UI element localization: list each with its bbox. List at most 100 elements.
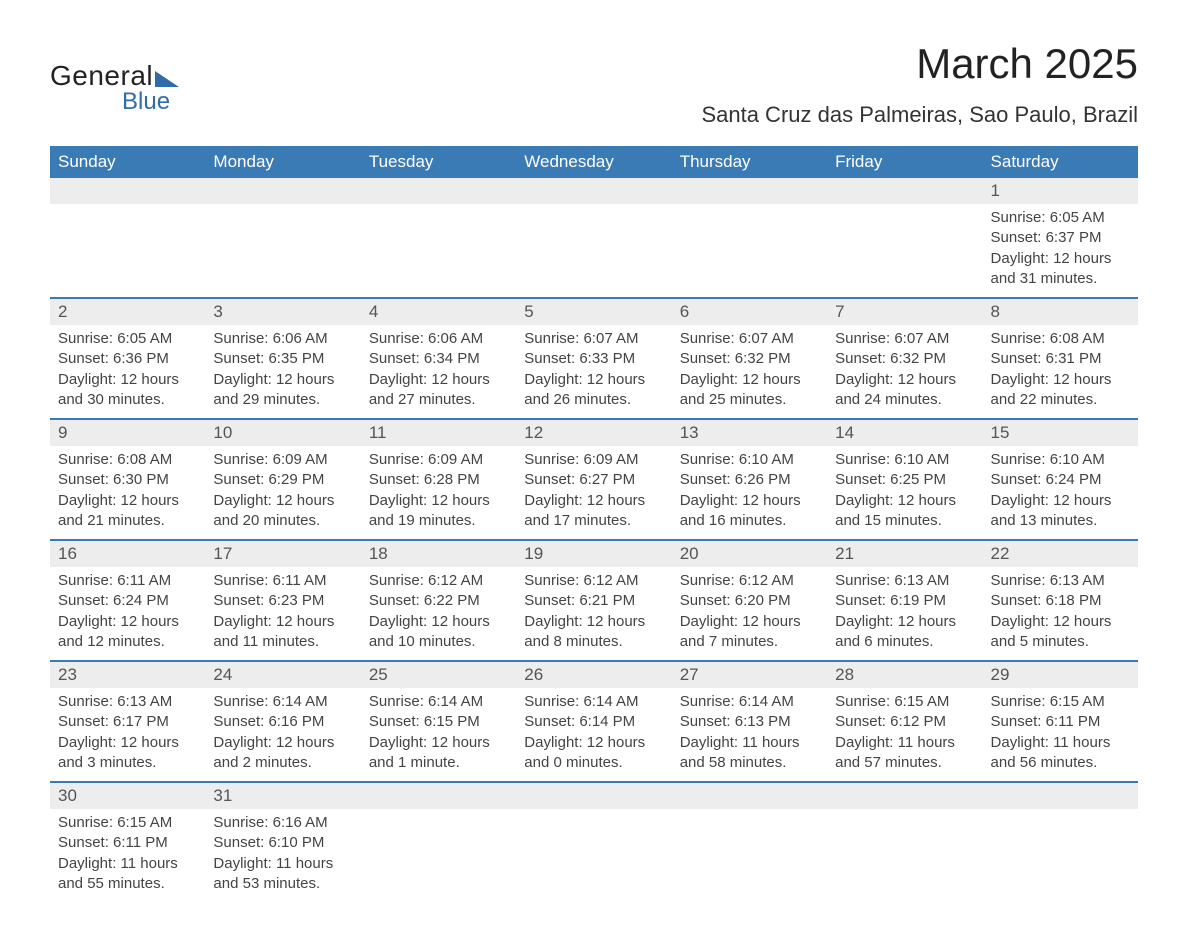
sunrise-label: Sunrise:: [58, 451, 113, 468]
sunrise-value: 6:09 AM: [273, 451, 328, 468]
sunset-value: 6:12 PM: [890, 713, 946, 730]
sunset-line: Sunset: 6:23 PM: [213, 591, 352, 611]
daylight-label: Daylight:: [369, 734, 427, 751]
sunrise-line: Sunrise: 6:16 AM: [213, 813, 352, 833]
sunset-value: 6:19 PM: [890, 592, 946, 609]
sunrise-value: 6:15 AM: [117, 814, 172, 831]
day-body: Sunrise: 6:14 AMSunset: 6:16 PMDaylight:…: [205, 688, 360, 781]
sunrise-label: Sunrise:: [213, 814, 268, 831]
sunset-label: Sunset:: [369, 350, 420, 367]
day-body: Sunrise: 6:12 AMSunset: 6:20 PMDaylight:…: [672, 567, 827, 660]
day-body: [672, 809, 827, 895]
day-number: [205, 178, 360, 204]
daylight-label: Daylight:: [213, 613, 271, 630]
sunset-line: Sunset: 6:27 PM: [524, 470, 663, 490]
sunset-value: 6:21 PM: [579, 592, 635, 609]
sunrise-label: Sunrise:: [213, 572, 268, 589]
day-body: Sunrise: 6:14 AMSunset: 6:13 PMDaylight:…: [672, 688, 827, 781]
day-body: Sunrise: 6:06 AMSunset: 6:35 PMDaylight:…: [205, 325, 360, 418]
sunrise-line: Sunrise: 6:09 AM: [369, 450, 508, 470]
daylight-line: Daylight: 12 hours and 20 minutes.: [213, 491, 352, 532]
sunset-line: Sunset: 6:10 PM: [213, 833, 352, 853]
day-body: Sunrise: 6:10 AMSunset: 6:26 PMDaylight:…: [672, 446, 827, 539]
calendar-day-cell: [827, 782, 982, 902]
day-body: Sunrise: 6:05 AMSunset: 6:36 PMDaylight:…: [50, 325, 205, 418]
daylight-label: Daylight:: [680, 613, 738, 630]
sunrise-label: Sunrise:: [58, 572, 113, 589]
sunrise-line: Sunrise: 6:14 AM: [213, 692, 352, 712]
sunset-line: Sunset: 6:36 PM: [58, 349, 197, 369]
calendar-day-cell: 24Sunrise: 6:14 AMSunset: 6:16 PMDayligh…: [205, 661, 360, 782]
sunrise-line: Sunrise: 6:09 AM: [213, 450, 352, 470]
sunset-value: 6:37 PM: [1046, 229, 1102, 246]
day-body: Sunrise: 6:11 AMSunset: 6:24 PMDaylight:…: [50, 567, 205, 660]
sunrise-line: Sunrise: 6:14 AM: [680, 692, 819, 712]
sunset-value: 6:20 PM: [735, 592, 791, 609]
daylight-line: Daylight: 12 hours and 26 minutes.: [524, 370, 663, 411]
sunset-label: Sunset:: [835, 592, 886, 609]
sunrise-label: Sunrise:: [58, 330, 113, 347]
calendar-day-cell: 9Sunrise: 6:08 AMSunset: 6:30 PMDaylight…: [50, 419, 205, 540]
daylight-line: Daylight: 12 hours and 1 minute.: [369, 733, 508, 774]
daylight-label: Daylight:: [369, 613, 427, 630]
daylight-line: Daylight: 12 hours and 24 minutes.: [835, 370, 974, 411]
sunset-label: Sunset:: [835, 350, 886, 367]
logo-shape-icon: [155, 71, 179, 87]
day-body: Sunrise: 6:08 AMSunset: 6:31 PMDaylight:…: [983, 325, 1138, 418]
sunrise-value: 6:09 AM: [583, 451, 638, 468]
calendar-day-cell: [983, 782, 1138, 902]
sunset-label: Sunset:: [991, 350, 1042, 367]
day-number: 21: [827, 541, 982, 567]
calendar-day-cell: 28Sunrise: 6:15 AMSunset: 6:12 PMDayligh…: [827, 661, 982, 782]
sunset-value: 6:29 PM: [268, 471, 324, 488]
daylight-line: Daylight: 12 hours and 3 minutes.: [58, 733, 197, 774]
sunrise-line: Sunrise: 6:07 AM: [524, 329, 663, 349]
day-number: 25: [361, 662, 516, 688]
calendar-day-cell: 26Sunrise: 6:14 AMSunset: 6:14 PMDayligh…: [516, 661, 671, 782]
day-body: Sunrise: 6:14 AMSunset: 6:15 PMDaylight:…: [361, 688, 516, 781]
day-number: 17: [205, 541, 360, 567]
sunset-line: Sunset: 6:21 PM: [524, 591, 663, 611]
daylight-label: Daylight:: [991, 613, 1049, 630]
sunset-value: 6:17 PM: [113, 713, 169, 730]
daylight-label: Daylight:: [58, 734, 116, 751]
sunrise-value: 6:09 AM: [428, 451, 483, 468]
sunset-label: Sunset:: [680, 350, 731, 367]
day-number: 30: [50, 783, 205, 809]
day-body: Sunrise: 6:12 AMSunset: 6:22 PMDaylight:…: [361, 567, 516, 660]
sunrise-value: 6:08 AM: [1050, 330, 1105, 347]
day-number: 3: [205, 299, 360, 325]
sunrise-label: Sunrise:: [369, 330, 424, 347]
sunrise-line: Sunrise: 6:10 AM: [680, 450, 819, 470]
sunset-label: Sunset:: [58, 471, 109, 488]
day-number: 26: [516, 662, 671, 688]
sunrise-line: Sunrise: 6:06 AM: [369, 329, 508, 349]
calendar-day-cell: 10Sunrise: 6:09 AMSunset: 6:29 PMDayligh…: [205, 419, 360, 540]
sunrise-label: Sunrise:: [369, 693, 424, 710]
daylight-label: Daylight:: [213, 492, 271, 509]
daylight-label: Daylight:: [213, 855, 271, 872]
daylight-label: Daylight:: [991, 250, 1049, 267]
sunset-value: 6:26 PM: [735, 471, 791, 488]
daylight-line: Daylight: 12 hours and 12 minutes.: [58, 612, 197, 653]
sunrise-value: 6:14 AM: [428, 693, 483, 710]
sunrise-value: 6:08 AM: [117, 451, 172, 468]
calendar-day-cell: [672, 782, 827, 902]
daylight-label: Daylight:: [835, 371, 893, 388]
sunrise-label: Sunrise:: [991, 209, 1046, 226]
daylight-line: Daylight: 12 hours and 2 minutes.: [213, 733, 352, 774]
daylight-line: Daylight: 11 hours and 53 minutes.: [213, 854, 352, 895]
weekday-header: Sunday: [50, 146, 205, 178]
sunset-label: Sunset:: [991, 229, 1042, 246]
sunrise-line: Sunrise: 6:13 AM: [835, 571, 974, 591]
calendar-day-cell: 11Sunrise: 6:09 AMSunset: 6:28 PMDayligh…: [361, 419, 516, 540]
daylight-label: Daylight:: [991, 371, 1049, 388]
day-body: Sunrise: 6:10 AMSunset: 6:25 PMDaylight:…: [827, 446, 982, 539]
day-number: 16: [50, 541, 205, 567]
calendar-day-cell: [827, 178, 982, 298]
sunrise-label: Sunrise:: [835, 451, 890, 468]
sunset-value: 6:33 PM: [579, 350, 635, 367]
sunset-label: Sunset:: [213, 592, 264, 609]
calendar-day-cell: 29Sunrise: 6:15 AMSunset: 6:11 PMDayligh…: [983, 661, 1138, 782]
day-body: Sunrise: 6:13 AMSunset: 6:17 PMDaylight:…: [50, 688, 205, 781]
